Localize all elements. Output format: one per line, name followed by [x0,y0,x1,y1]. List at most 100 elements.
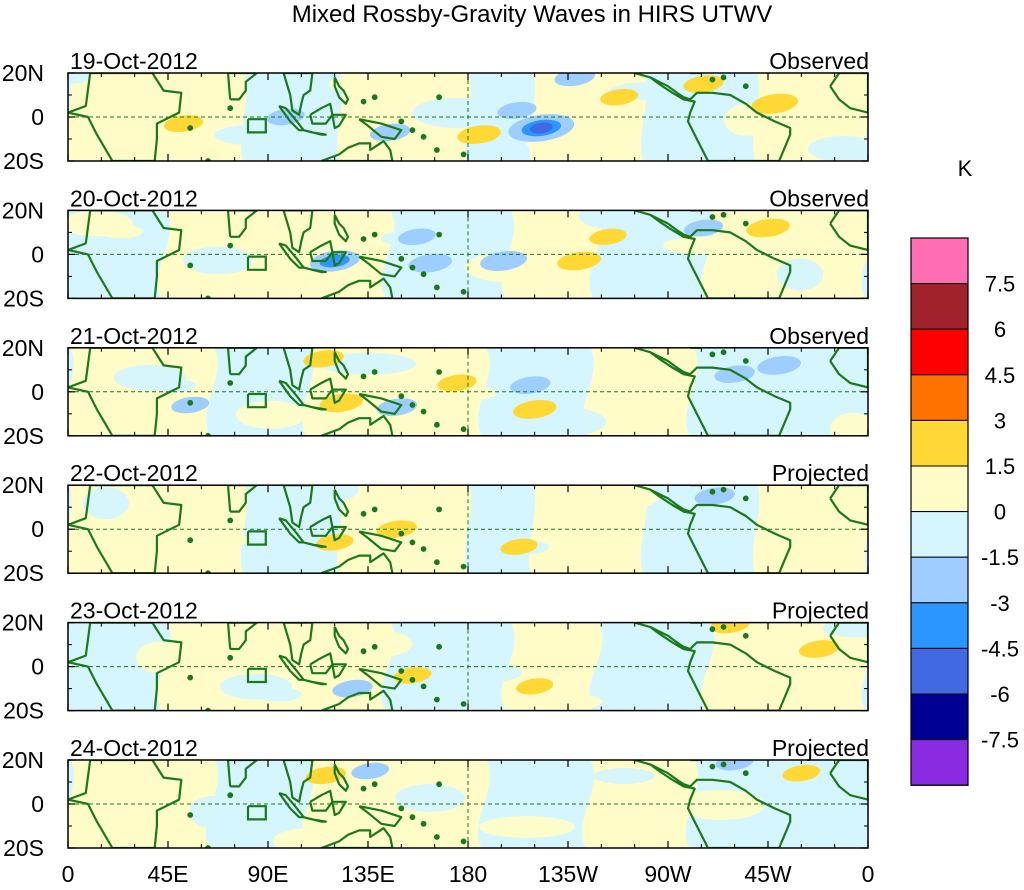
colorbar-frame [910,237,969,786]
island [720,74,727,81]
island [398,255,405,262]
island [360,785,367,792]
lat-tick-label: 20S [3,423,44,449]
anomaly-core [757,355,801,375]
island [187,399,194,406]
island [433,147,440,153]
colorbar-label: 0 [994,500,1006,525]
panel-status: Projected [772,460,869,486]
island [433,284,440,291]
island [187,537,194,544]
lat-tick-label: 20N [2,472,44,498]
colorbar-label: -1.5 [981,545,1019,570]
island [709,488,716,495]
lon-tick-label: 180 [449,861,487,887]
coastline [303,541,327,548]
colorbar-swatch [910,647,969,695]
anomaly-core [305,766,347,785]
island [360,236,367,242]
coastline [333,626,350,655]
island [436,369,443,375]
field-blob [189,796,235,828]
longitude-axis: 0 45E 90E 135E 180 135W 90W 45W 0 [62,861,875,887]
coastline [829,73,868,114]
anomaly-core [516,678,554,695]
field-blob [579,210,633,229]
coastline [226,760,258,788]
coastline [331,663,347,679]
island [398,668,405,674]
island [409,127,416,134]
coastline [320,827,394,848]
colorbar-swatch [910,511,969,558]
field-blob [289,485,359,504]
anomaly-core [319,393,364,413]
panel-date: 20-Oct-2012 [70,185,198,211]
lat-tick-label: 20S [3,698,44,724]
anomaly-core [746,218,790,238]
field-blob [808,136,868,161]
island [460,701,467,707]
lat-tick-label: 20N [2,197,44,223]
coastline [331,525,347,542]
anomaly-field [68,622,868,711]
coastline [829,485,868,526]
lon-tick-label: 90E [248,861,289,887]
lat-tick-label: 0 [31,654,44,680]
coastline [634,622,792,711]
lat-tick-label: 0 [31,791,44,817]
island [436,643,443,650]
colorbar-swatch [910,328,969,376]
coastline [303,403,327,411]
panel-1: 20N 0 20S 19-Oct-2012 Observed [2,48,869,174]
island [227,380,234,386]
coastline [226,73,258,101]
lat-tick-label: 20N [2,335,44,361]
coastline [358,255,403,278]
field-blob [220,673,292,700]
panel-5: 20N 0 20S 23-Oct-2012 Projected [2,598,869,724]
field-blob [540,693,602,710]
anomaly-core [397,228,436,246]
island [371,94,378,101]
field-blob [412,98,500,128]
lon-tick-label: 135W [538,861,598,887]
island [227,242,234,249]
island [742,83,749,90]
colorbar-label: 7.5 [985,272,1016,297]
lat-tick-label: 0 [31,104,44,130]
colorbar-swatch [910,602,969,649]
island [720,349,727,356]
coastline [303,129,327,136]
coastline [68,73,183,161]
panel-status: Observed [769,185,869,211]
field-blob [130,92,200,120]
island [360,648,367,655]
coastline [282,760,314,803]
island [709,351,716,358]
island [227,654,234,661]
island [187,125,194,131]
field-blob [183,246,253,275]
field-blob [624,635,712,666]
island [460,151,467,158]
island [709,763,716,770]
island [371,506,378,513]
coastline [634,485,792,574]
coastline [358,530,403,553]
anomaly-core [376,520,418,538]
island [371,643,378,650]
island [742,770,749,777]
coastline [358,805,403,828]
island [409,676,416,683]
field-blob [738,667,792,692]
anomaly-core [600,88,639,106]
coastline [829,760,868,801]
island [720,486,727,493]
panel-status: Projected [772,598,869,624]
panel-date: 23-Oct-2012 [70,598,198,624]
anomaly-core [500,538,538,555]
colorbar-label: 3 [994,408,1006,433]
panel-status: Projected [772,735,869,761]
